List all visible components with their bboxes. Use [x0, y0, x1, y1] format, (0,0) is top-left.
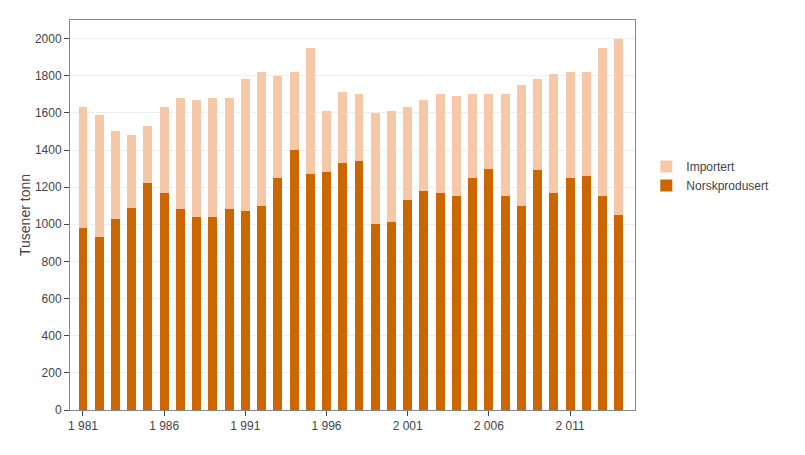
svg-text:1600: 1600 — [35, 106, 62, 120]
svg-text:1800: 1800 — [35, 69, 62, 83]
svg-text:1400: 1400 — [35, 143, 62, 157]
svg-text:1 991: 1 991 — [230, 419, 260, 433]
svg-text:2 006: 2 006 — [474, 419, 504, 433]
svg-text:2 001: 2 001 — [393, 419, 423, 433]
svg-text:Tusener tonn: Tusener tonn — [17, 174, 33, 256]
svg-text:1000: 1000 — [35, 217, 62, 231]
svg-text:2 011: 2 011 — [555, 419, 584, 433]
svg-text:200: 200 — [42, 366, 62, 380]
svg-text:400: 400 — [42, 329, 62, 343]
svg-text:800: 800 — [42, 255, 62, 269]
svg-text:1 996: 1 996 — [312, 419, 342, 433]
svg-text:1 981: 1 981 — [68, 419, 98, 433]
svg-text:Norskprodusert: Norskprodusert — [686, 179, 769, 193]
svg-text:600: 600 — [42, 292, 62, 306]
svg-text:2000: 2000 — [35, 32, 62, 46]
svg-text:1 986: 1 986 — [149, 419, 179, 433]
svg-text:Importert: Importert — [686, 160, 735, 174]
svg-text:1200: 1200 — [35, 180, 62, 194]
svg-text:0: 0 — [55, 403, 62, 417]
